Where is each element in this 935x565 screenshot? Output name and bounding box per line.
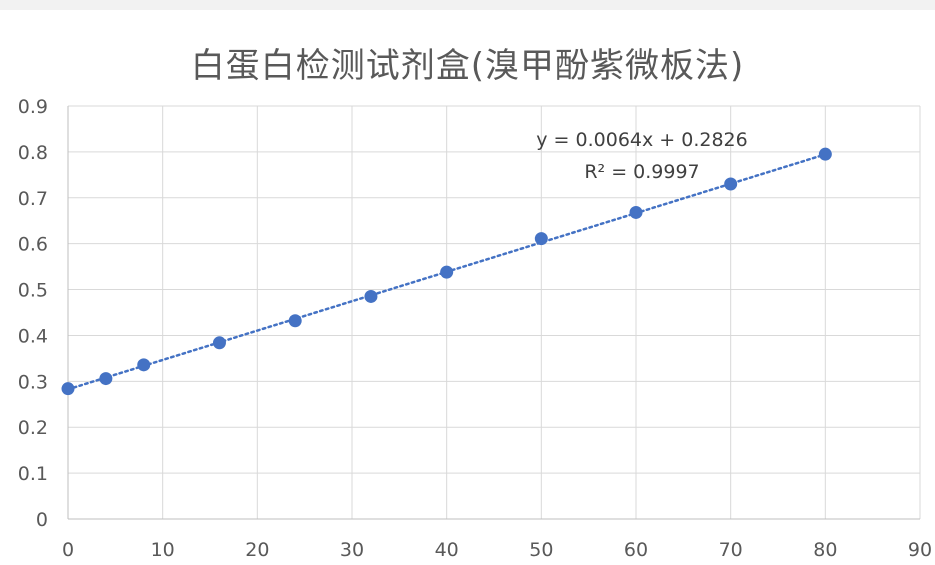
- x-tick-label: 50: [529, 539, 553, 561]
- y-tick-label: 0.2: [18, 417, 48, 439]
- chart-title: 白蛋白检测试剂盒(溴甲酚紫微板法): [190, 46, 745, 86]
- data-point: [440, 265, 454, 279]
- data-point: [212, 336, 226, 350]
- data-point: [724, 177, 738, 191]
- y-tick-label: 0.8: [18, 142, 48, 164]
- data-point: [534, 232, 548, 246]
- data-point: [288, 314, 302, 328]
- data-point: [364, 289, 378, 303]
- grid-lines: [68, 105, 921, 519]
- x-tick-label: 70: [719, 539, 743, 561]
- x-tick-label: 30: [340, 539, 364, 561]
- x-tick-label: 80: [813, 539, 837, 561]
- axes: [67, 106, 920, 520]
- x-tick-label: 0: [62, 539, 74, 561]
- y-tick-label: 0.3: [18, 371, 48, 393]
- y-tick-label: 0.5: [18, 280, 48, 302]
- y-tick-label: 0.9: [18, 96, 48, 118]
- x-tick-labels: 0 10 20 30 40 50 60 70 80 90: [62, 539, 932, 561]
- data-point: [818, 147, 832, 161]
- y-tick-labels: 0 0.1 0.2 0.3 0.4 0.5 0.6 0.7 0.8 0.9: [18, 96, 48, 531]
- x-tick-label: 10: [151, 539, 175, 561]
- data-point: [629, 205, 643, 219]
- y-tick-label: 0.7: [18, 188, 48, 210]
- x-tick-label: 60: [624, 539, 648, 561]
- y-tick-label: 0.4: [18, 325, 48, 347]
- x-tick-label: 20: [245, 539, 269, 561]
- data-points: [61, 147, 832, 396]
- y-tick-label: 0: [36, 509, 48, 531]
- y-tick-label: 0.6: [18, 234, 48, 256]
- trendline-r-squared: R² = 0.9997: [584, 161, 699, 183]
- x-tick-label: 40: [435, 539, 459, 561]
- data-point: [61, 382, 75, 396]
- data-point: [137, 358, 151, 372]
- y-tick-label: 0.1: [18, 463, 48, 485]
- data-point: [99, 372, 113, 386]
- trendline-equation: y = 0.0064x + 0.2826: [536, 129, 747, 151]
- x-tick-label: 90: [908, 539, 932, 561]
